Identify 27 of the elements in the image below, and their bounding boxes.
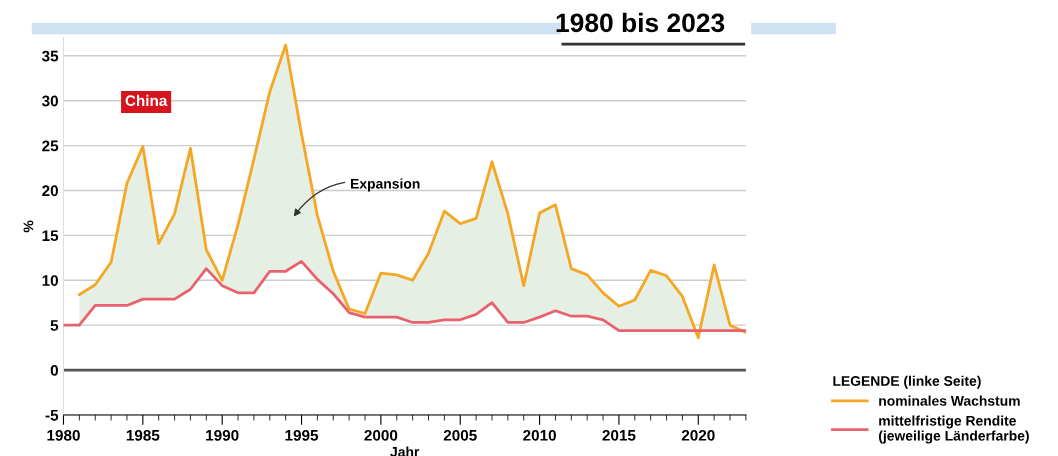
- chart-title: 1980 bis 2023: [556, 12, 725, 33]
- x-tick-label: 2005: [443, 429, 477, 441]
- y-tick-label: 5: [50, 320, 59, 331]
- x-tick-label: 1995: [285, 429, 319, 441]
- legend-title: LEGENDE (linke Seite): [833, 375, 981, 389]
- y-tick-label: 10: [42, 275, 58, 286]
- y-tick-label: -5: [45, 409, 59, 421]
- y-tick-label: 25: [42, 140, 59, 152]
- y-tick-label: 15: [42, 230, 59, 242]
- annotation: China: [125, 94, 168, 107]
- x-tick-label: 2020: [681, 429, 715, 441]
- x-tick-label: 1985: [126, 429, 160, 441]
- x-tick-label: 1980: [47, 429, 80, 441]
- y-tick-label: 30: [41, 95, 58, 107]
- legend-label: nominales Wachstum: [879, 395, 1020, 406]
- x-tick-label: 2015: [602, 429, 636, 441]
- y-axis-title: %: [23, 220, 34, 233]
- x-tick-label: 1990: [206, 429, 239, 441]
- x-axis-title: Jahr: [390, 446, 420, 456]
- legend-label: mittelfristige Rendite (jeweilige Länderfarbe): [878, 415, 1029, 444]
- y-tick-label: 35: [41, 50, 59, 62]
- annotation: Expansion: [351, 178, 420, 192]
- x-tick-label: 2000: [364, 429, 398, 441]
- x-tick-label: 2010: [523, 429, 556, 441]
- y-tick-label: 0: [50, 364, 58, 376]
- y-tick-label: 20: [42, 185, 58, 197]
- line-series: [63, 260, 746, 332]
